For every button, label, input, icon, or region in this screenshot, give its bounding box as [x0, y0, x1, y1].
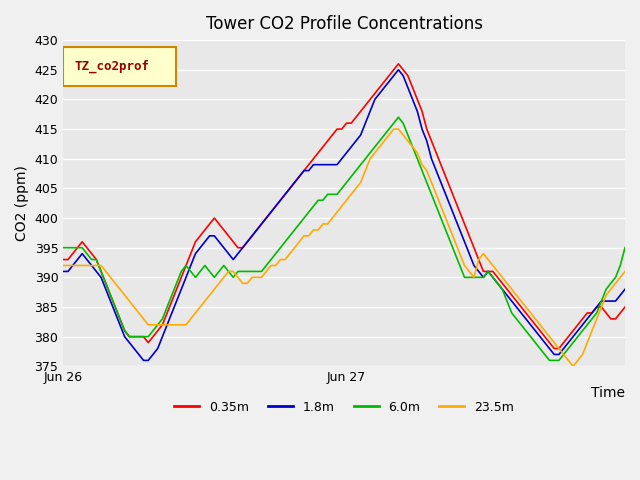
- 6.0m: [211, 275, 218, 280]
- 1.8m: [395, 67, 403, 72]
- X-axis label: Time: Time: [591, 386, 625, 400]
- 1.8m: [456, 227, 463, 233]
- 23.5m: [621, 268, 629, 274]
- 0.35m: [395, 61, 403, 67]
- 0.35m: [550, 346, 558, 351]
- 6.0m: [451, 251, 459, 256]
- 23.5m: [177, 322, 185, 328]
- 23.5m: [60, 263, 67, 268]
- 6.0m: [621, 245, 629, 251]
- 0.35m: [371, 91, 379, 96]
- 1.8m: [621, 287, 629, 292]
- 0.35m: [451, 197, 459, 203]
- 0.35m: [612, 316, 620, 322]
- 23.5m: [508, 287, 516, 292]
- 6.0m: [371, 144, 379, 150]
- 0.35m: [508, 292, 516, 298]
- Title: Tower CO2 Profile Concentrations: Tower CO2 Profile Concentrations: [205, 15, 483, 33]
- 23.5m: [211, 287, 218, 292]
- 1.8m: [513, 304, 520, 310]
- Line: 0.35m: 0.35m: [63, 64, 625, 348]
- 0.35m: [211, 215, 218, 221]
- 23.5m: [371, 150, 379, 156]
- 23.5m: [390, 126, 397, 132]
- Y-axis label: CO2 (ppm): CO2 (ppm): [15, 165, 29, 241]
- 0.35m: [60, 257, 67, 263]
- 6.0m: [546, 358, 554, 363]
- 23.5m: [451, 239, 459, 245]
- 1.8m: [612, 298, 620, 304]
- 6.0m: [177, 268, 185, 274]
- 1.8m: [215, 239, 223, 245]
- 0.35m: [621, 304, 629, 310]
- FancyBboxPatch shape: [63, 47, 175, 86]
- Line: 1.8m: 1.8m: [63, 70, 625, 360]
- 1.8m: [182, 275, 190, 280]
- 23.5m: [612, 280, 620, 286]
- 6.0m: [60, 245, 67, 251]
- 0.35m: [177, 275, 185, 280]
- 6.0m: [508, 310, 516, 316]
- 6.0m: [612, 275, 620, 280]
- Line: 6.0m: 6.0m: [63, 117, 625, 360]
- 1.8m: [376, 91, 383, 96]
- Line: 23.5m: 23.5m: [63, 129, 625, 366]
- 1.8m: [140, 358, 147, 363]
- 1.8m: [60, 268, 67, 274]
- Text: TZ_co2prof: TZ_co2prof: [74, 60, 150, 73]
- Legend: 0.35m, 1.8m, 6.0m, 23.5m: 0.35m, 1.8m, 6.0m, 23.5m: [169, 396, 519, 419]
- 23.5m: [569, 363, 577, 369]
- 6.0m: [395, 114, 403, 120]
